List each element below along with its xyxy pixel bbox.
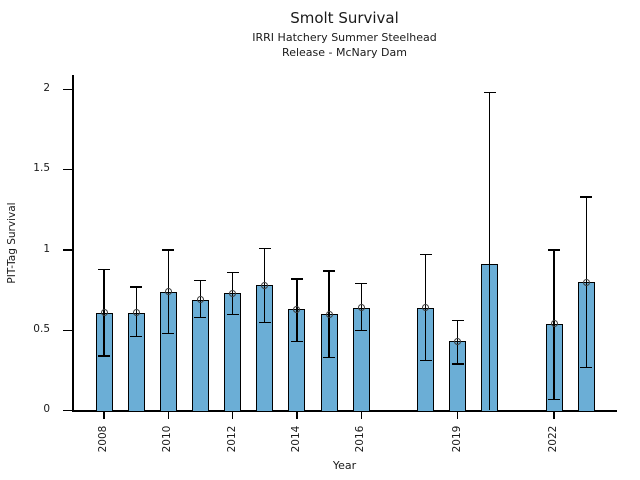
x-tick-label-text: 2016 [354,425,367,453]
x-tick [103,412,105,419]
x-tick-label: 2019 [451,424,465,454]
y-axis-label: PIT-Tag Survival [6,202,18,284]
x-tick-label: 2008 [97,424,111,454]
error-bar-cap-bottom [226,313,239,315]
error-bar-cap-bottom [98,355,110,357]
error-bar-cap-top [98,268,110,270]
x-tick-label: 2012 [226,424,240,454]
point-marker-icon [357,304,365,312]
point-marker-icon [261,281,269,289]
point-marker-icon [454,337,462,345]
error-bar-cap-top [258,247,271,250]
point-marker-icon [550,320,558,328]
error-bar-cap-top [323,270,336,272]
y-tick-label: 1 [43,242,50,255]
point-marker-icon [196,296,204,304]
x-tick-label-text: 2008 [97,425,109,453]
point-marker-icon [164,288,172,296]
y-tick [63,329,72,331]
y-tick [63,249,72,251]
y-tick [63,169,72,171]
error-bar-cap-top [483,92,496,94]
chart-title: Smolt Survival [290,9,399,27]
point-marker-icon [325,310,333,318]
x-tick-label: 2010 [161,424,175,454]
error-bar-cap-top [580,196,593,198]
error-bar-cap-bottom [290,340,303,343]
x-tick [296,412,298,419]
error-bar-cap-top [355,283,368,285]
y-tick [63,88,72,91]
error-bar-cap-bottom [323,356,336,359]
error-bar-cap-bottom [258,321,271,323]
y-tick [63,409,72,412]
y-tick-label: 1.5 [33,162,50,175]
x-tick-label-text: 2012 [225,425,238,453]
error-bar-cap-bottom [194,316,207,319]
y-tick-label: 0.5 [33,322,50,335]
x-tick-label-text: 2010 [161,425,174,453]
x-tick [456,412,459,419]
point-marker-icon [422,304,429,312]
point-marker-icon [229,289,237,297]
point-marker-icon [100,309,108,317]
y-tick-label: 0 [43,403,50,415]
x-tick [360,412,362,419]
error-bar-cap-top [451,319,464,322]
point-marker-icon [582,278,590,286]
x-tick-label-text: 2019 [450,425,463,453]
y-tick-label: 2 [43,82,50,94]
error-bar-cap-bottom [580,366,593,368]
x-tick-label: 2016 [354,424,368,454]
x-axis-spine [72,410,617,412]
x-tick-label: 2014 [290,424,304,454]
error-bar-cap-bottom [355,329,368,331]
error-bar-cap-top [548,249,561,251]
x-tick [167,412,169,419]
x-tick-label-text: 2014 [289,425,302,453]
x-tick-label-text: 2022 [547,425,560,453]
error-bar-cap-top [162,249,175,251]
error-bar-cap-top [419,254,432,256]
error-bar-cap-bottom [130,336,143,338]
error-bar-cap-top [130,286,143,288]
x-axis-label: Year [332,459,357,472]
x-tick [231,412,234,419]
point-marker-icon [293,305,301,313]
error-bar-cap-top [226,271,239,274]
error-bar-cap-bottom [548,398,561,400]
error-bar-cap-bottom [419,360,432,362]
error-bar-cap-bottom [451,363,464,365]
chart-subtitle-line2: Release - McNary Dam [282,46,407,59]
error-bar-cap-top [194,279,207,282]
y-axis-spine [72,75,74,412]
error-bar-line [489,92,491,411]
chart-subtitle-line1: IRRI Hatchery Summer Steelhead [252,31,437,44]
x-tick [553,412,555,419]
x-tick-label: 2022 [547,424,561,454]
error-bar-cap-bottom [162,332,175,335]
error-bar-cap-top [290,278,303,280]
point-marker-icon [132,309,140,317]
